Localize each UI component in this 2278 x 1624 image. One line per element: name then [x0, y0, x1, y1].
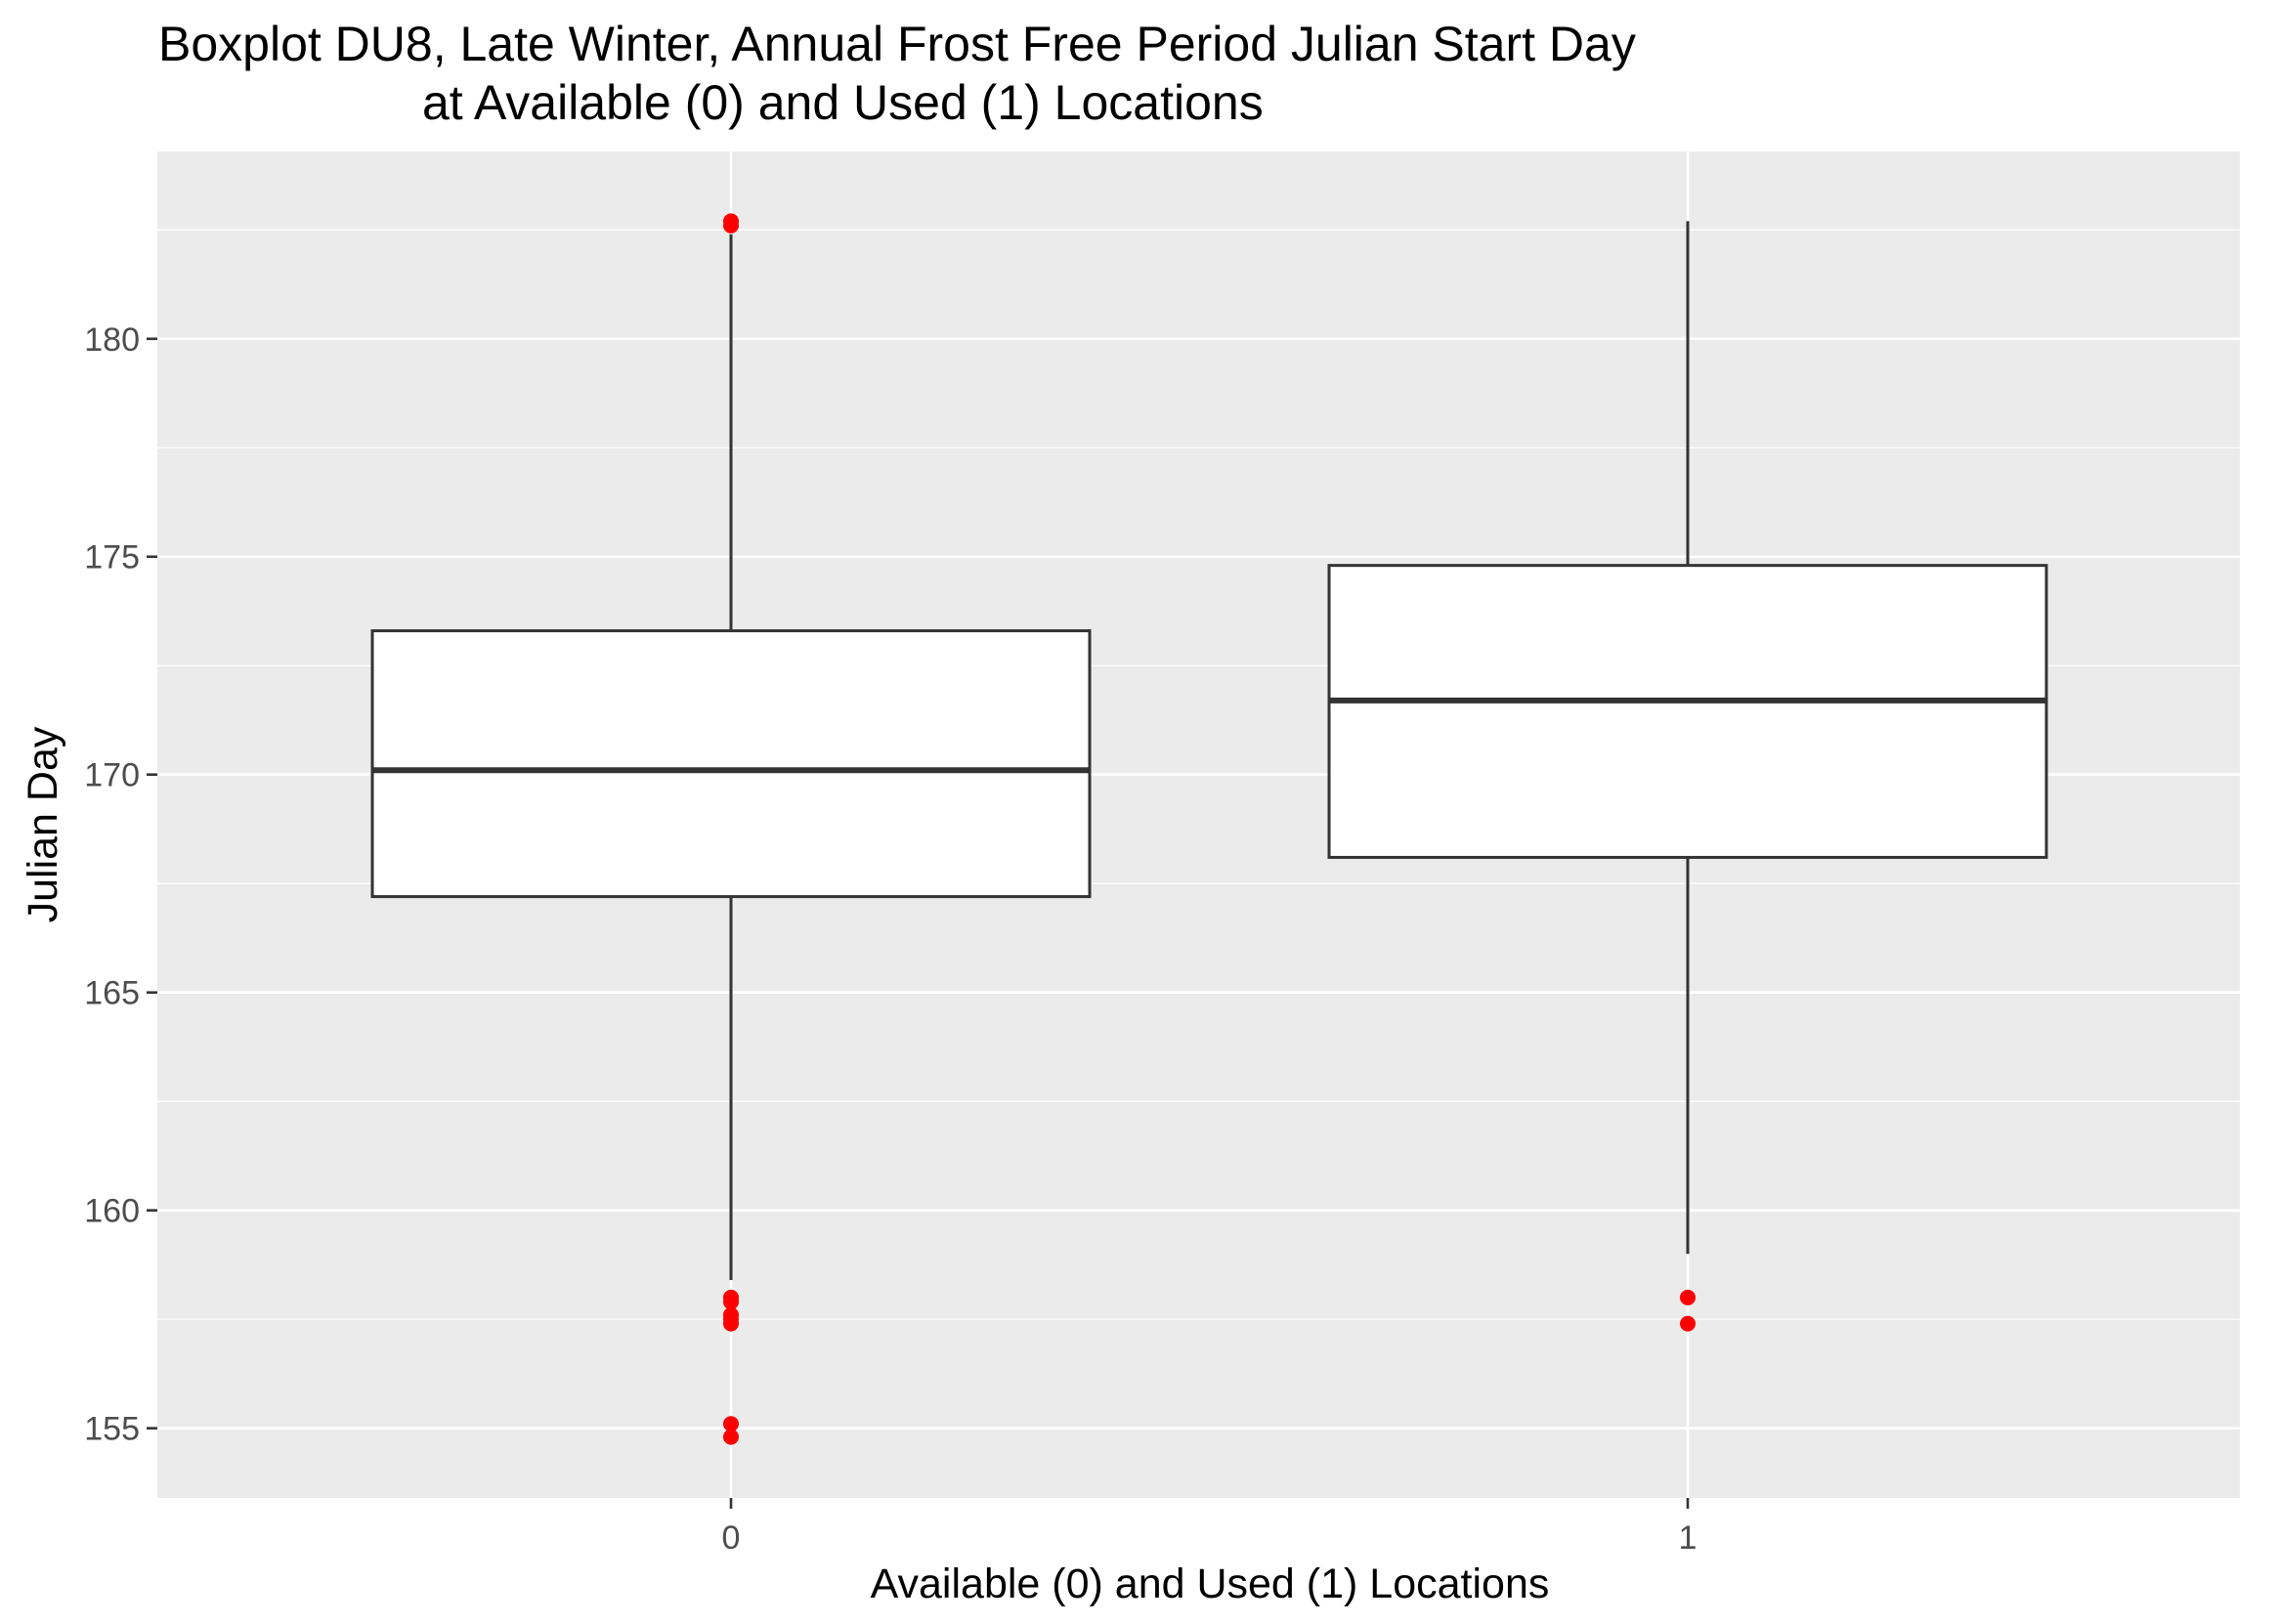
outlier-point [723, 217, 739, 234]
box-iqr [370, 629, 1092, 899]
chart-title-line-1: Boxplot DU8, Late Winter, Annual Frost F… [158, 17, 1636, 71]
y-tick-label: 160 [84, 1193, 140, 1230]
outlier-point [723, 1294, 739, 1310]
outlier-points [723, 213, 1696, 1445]
y-tick-label: 180 [84, 321, 140, 359]
outlier-point [723, 1315, 739, 1332]
outlier-point [1680, 1315, 1696, 1332]
chart-title-line-2: at Available (0) and Used (1) Locations [422, 75, 1264, 130]
outlier-point [723, 1429, 739, 1445]
box-0 [370, 234, 1092, 1281]
x-tick-label: 0 [722, 1519, 741, 1557]
box-layer [370, 221, 2048, 1281]
outlier-point [1680, 1289, 1696, 1305]
outlier-point [723, 1416, 739, 1432]
y-tick-label: 155 [84, 1411, 140, 1448]
y-axis: 155 160 165 170 175 180 [84, 321, 157, 1448]
x-axis-title: Available (0) and Used (1) Locations [871, 1560, 1550, 1607]
x-tick-label: 1 [1679, 1519, 1698, 1557]
box-1 [1327, 221, 2048, 1255]
y-tick-label: 175 [84, 539, 140, 577]
y-tick-label: 170 [84, 757, 140, 794]
y-tick-label: 165 [84, 975, 140, 1012]
box-iqr [1327, 564, 2048, 859]
y-axis-title: Julian Day [20, 726, 66, 922]
